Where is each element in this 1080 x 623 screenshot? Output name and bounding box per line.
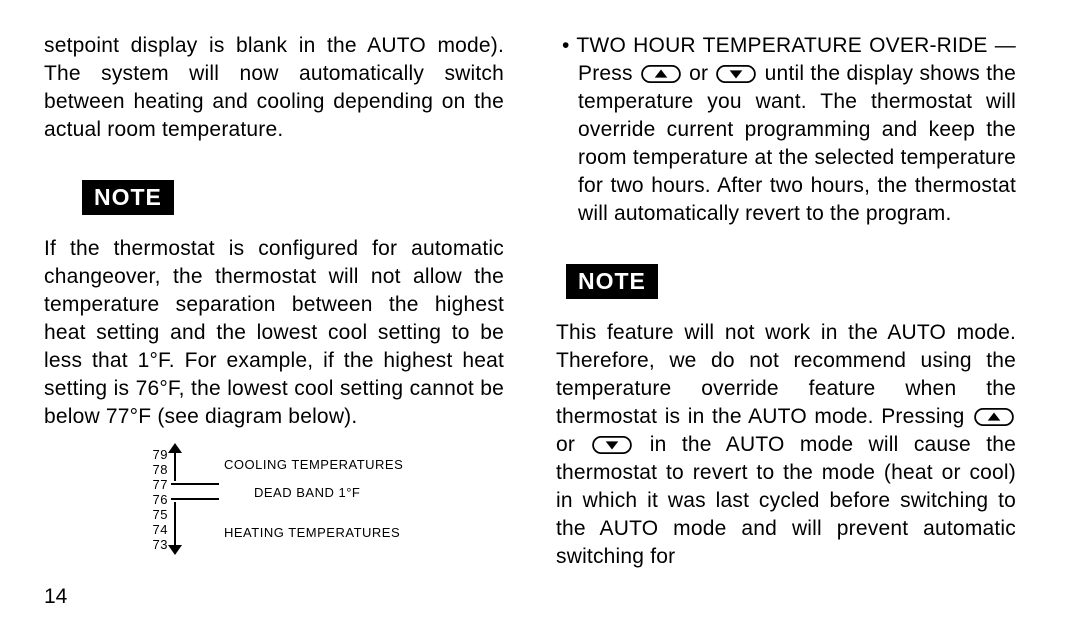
right-para-2: This feature will not work in the AUTO m… [556, 319, 1016, 571]
bullet-mark: • [562, 34, 570, 57]
left-para-1: setpoint display is blank in the AUTO mo… [44, 32, 504, 144]
p2-or: or [556, 433, 590, 456]
diagram-temp-79: 79 [140, 447, 168, 462]
diagram-deadband-bot-line [171, 498, 219, 500]
right-para-1: • TWO HOUR TEMPERATURE OVER-RIDE — Press… [556, 32, 1016, 228]
diagram-temp-74: 74 [140, 522, 168, 537]
diagram-temp-73: 73 [140, 537, 168, 552]
right-column: • TWO HOUR TEMPERATURE OVER-RIDE — Press… [556, 32, 1016, 587]
diagram-heat-line [174, 502, 176, 547]
deadband-diagram: 79787776757473 COOLING TEMPERATURES DEAD B… [114, 447, 514, 567]
left-para-2: If the thermostat is configured for auto… [44, 235, 504, 431]
note-box-left: NOTE [82, 180, 174, 215]
diagram-temp-78: 78 [140, 462, 168, 477]
diagram-deadband-top-line [171, 483, 219, 485]
p1-text-b: until the display shows the temperature … [578, 62, 1016, 225]
page-number: 14 [44, 585, 67, 609]
down-arrow-icon [592, 436, 632, 454]
up-arrow-icon [974, 408, 1014, 426]
diagram-heat-arrowhead [168, 545, 182, 555]
manual-page: setpoint display is blank in the AUTO mo… [0, 0, 1080, 623]
diagram-label-deadband: DEAD BAND 1°F [254, 485, 360, 500]
diagram-label-heating: HEATING TEMPERATURES [224, 525, 400, 540]
left-column: setpoint display is blank in the AUTO mo… [44, 32, 504, 567]
p2-text-a: This feature will not work in the AUTO m… [556, 321, 1016, 428]
note-box-right: NOTE [566, 264, 658, 299]
diagram-temp-77: 77 [140, 477, 168, 492]
up-arrow-icon [641, 65, 681, 83]
diagram-temp-75: 75 [140, 507, 168, 522]
diagram-label-cooling: COOLING TEMPERATURES [224, 457, 403, 472]
down-arrow-icon [716, 65, 756, 83]
diagram-cool-line [174, 450, 176, 481]
diagram-temp-76: 76 [140, 492, 168, 507]
p1-or: or [683, 62, 715, 85]
